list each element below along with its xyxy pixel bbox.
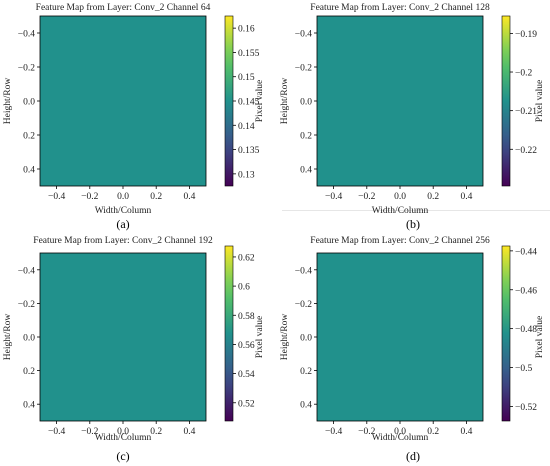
x-tick-label: −0.2: [358, 192, 375, 202]
y-tick-label: 0.4: [300, 166, 312, 176]
y-tick-label: −0.4: [295, 266, 312, 276]
y-tick-label: 0.0: [23, 334, 35, 344]
colorbar-tick-label: −0.2: [515, 69, 532, 79]
chart-title: Feature Map from Layer: Conv_2 Channel 1…: [310, 2, 490, 13]
y-tick-label: 0.0: [300, 334, 312, 344]
colorbar-tick-label: 0.58: [238, 312, 255, 322]
colorbar-tick-label: 0.16: [238, 25, 255, 35]
y-tick-label: −0.2: [18, 64, 35, 74]
x-tick-label: 0.0: [394, 192, 406, 202]
colorbar: [224, 15, 234, 187]
colorbar-tick-label: −0.48: [515, 325, 537, 335]
colorbar-tick-label: 0.52: [238, 399, 255, 409]
x-tick-label: 0.4: [460, 192, 472, 202]
chart-panel-3: −0.4 −0.2 0.0 0.2 0.4 −0.4 −0.2 0.0 0.2 0.4 Featur…: [3, 235, 265, 463]
y-axis-label: Height/Row: [3, 78, 13, 125]
y-tick-label: −0.2: [295, 300, 312, 310]
x-tick-label: −0.4: [48, 192, 65, 202]
heatmap-cell: [40, 16, 206, 186]
y-tick-label: −0.4: [295, 30, 312, 40]
x-tick-label: 0.0: [394, 427, 406, 437]
colorbar-label: Pixel value: [255, 80, 265, 122]
colorbar-tick-label: 0.145: [238, 98, 260, 108]
chart-panel-1: −0.4 −0.2 0.0 0.2 0.4 −0.4 −0.2 0.0 0.2 0.4 Featur…: [3, 2, 265, 231]
chart-title: Feature Map from Layer: Conv_2 Channel 6…: [36, 2, 211, 13]
colorbar-tick-label: 0.15: [238, 73, 255, 83]
colorbar: [501, 15, 511, 187]
x-tick-label: 0.2: [150, 192, 162, 202]
colorbar-tick-label: 0.62: [238, 253, 255, 263]
x-tick-label: −0.4: [325, 427, 342, 437]
y-tick-label: 0.4: [23, 166, 35, 176]
panel-caption: (c): [116, 449, 129, 463]
y-axis-label: Height/Row: [3, 314, 13, 361]
heatmap-cell: [317, 253, 483, 421]
y-tick-label: 0.2: [300, 367, 312, 377]
chart-panel-4: −0.4 −0.2 0.0 0.2 0.4 −0.4 −0.2 0.0 0.2 0.4 Featur…: [280, 235, 545, 463]
colorbar-tick-label: −0.19: [515, 30, 537, 40]
y-tick-label: 0.2: [300, 132, 312, 142]
x-tick-label: 0.2: [427, 427, 439, 437]
x-tick-label: 0.4: [183, 192, 195, 202]
colorbar-tick-label: 0.6: [238, 283, 250, 293]
y-axis-label: Height/Row: [280, 78, 290, 125]
x-tick-label: 0.4: [460, 427, 472, 437]
x-axis-label: Width/Column: [95, 206, 152, 216]
colorbar-tick-label: 0.135: [238, 146, 260, 156]
x-tick-label: −0.2: [358, 427, 375, 437]
x-tick-label: 0.2: [427, 192, 439, 202]
y-axis-label: Height/Row: [280, 314, 290, 361]
colorbar-tick-label: −0.44: [515, 247, 537, 257]
x-axis-label: Width/Column: [372, 433, 429, 443]
colorbar: [224, 245, 234, 422]
x-tick-label: −0.2: [81, 427, 98, 437]
colorbar-tick-label: −0.21: [515, 107, 537, 117]
y-tick-label: 0.2: [23, 367, 35, 377]
y-tick-label: 0.2: [23, 132, 35, 142]
chart-panel-2: −0.4 −0.2 0.0 0.2 0.4 −0.4 −0.2 0.0 0.2 0.4 Featur…: [280, 2, 545, 231]
chart-title: Feature Map from Layer: Conv_2 Channel 1…: [33, 235, 213, 246]
x-tick-label: −0.2: [81, 192, 98, 202]
y-tick-label: 0.4: [300, 401, 312, 411]
colorbar-tick-label: 0.155: [238, 49, 260, 59]
x-tick-label: −0.4: [48, 427, 65, 437]
colorbar-label: Pixel value: [535, 80, 545, 122]
colorbar-tick-label: 0.56: [238, 341, 255, 351]
y-tick-label: −0.4: [18, 30, 35, 40]
y-tick-label: 0.0: [23, 98, 35, 108]
panel-caption: (b): [406, 217, 420, 231]
panel-caption: (d): [406, 449, 420, 463]
x-axis-label: Width/Column: [372, 206, 429, 216]
y-tick-label: 0.0: [300, 98, 312, 108]
colorbar-tick-label: 0.54: [238, 370, 255, 380]
y-tick-label: −0.2: [295, 64, 312, 74]
x-tick-label: 0.2: [150, 427, 162, 437]
colorbar-tick-label: 0.13: [238, 170, 255, 180]
x-tick-label: −0.4: [325, 192, 342, 202]
x-tick-label: 0.0: [117, 192, 129, 202]
colorbar-label: Pixel value: [255, 316, 265, 358]
colorbar-label: Pixel value: [535, 316, 545, 358]
y-tick-label: −0.2: [18, 300, 35, 310]
y-tick-label: −0.4: [18, 266, 35, 276]
panel-caption: (a): [116, 217, 129, 231]
heatmap-cell: [317, 16, 483, 186]
colorbar-tick-label: −0.22: [515, 146, 537, 156]
colorbar-tick-label: −0.46: [515, 286, 537, 296]
colorbar: [501, 245, 511, 422]
colorbar-tick-label: −0.52: [515, 403, 537, 413]
heatmap-cell: [40, 253, 206, 421]
panel-divider: [282, 210, 550, 211]
x-axis-label: Width/Column: [95, 433, 152, 443]
x-tick-label: 0.0: [117, 427, 129, 437]
x-tick-label: 0.4: [183, 427, 195, 437]
y-tick-label: 0.4: [23, 401, 35, 411]
colorbar-tick-label: 0.14: [238, 122, 255, 132]
chart-title: Feature Map from Layer: Conv_2 Channel 2…: [310, 235, 490, 246]
colorbar-tick-label: −0.5: [515, 364, 532, 374]
